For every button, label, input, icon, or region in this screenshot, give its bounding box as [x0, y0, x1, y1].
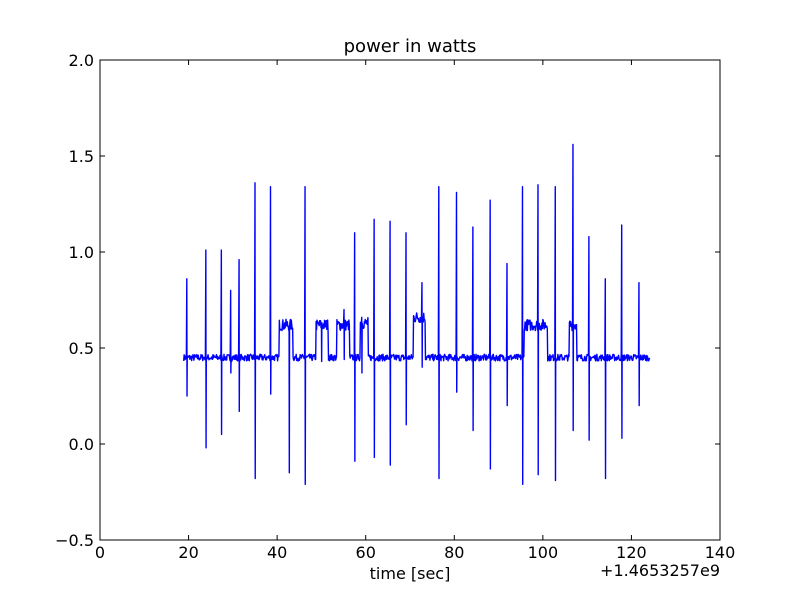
y-tick-label: 0.5 [69, 339, 94, 358]
x-axis: 0 20 40 60 80 100 120 140 [95, 60, 735, 562]
chart-title: power in watts [344, 36, 477, 57]
x-tick-label: 120 [616, 543, 647, 562]
y-tick-label: 1.5 [69, 147, 94, 166]
x-tick-label: 0 [95, 543, 105, 562]
x-tick-label: 80 [444, 543, 464, 562]
x-tick-label: 100 [528, 543, 559, 562]
x-tick-label: 40 [267, 543, 287, 562]
y-tick-label: 0.0 [69, 435, 94, 454]
x-tick-label: 60 [356, 543, 376, 562]
x-tick-label: 140 [705, 543, 736, 562]
axes-frame [99, 59, 721, 541]
x-axis-label: time [sec] [370, 564, 451, 583]
y-tick-label: −0.5 [55, 531, 94, 550]
plot-area [183, 143, 651, 486]
y-tick-label: 1.0 [69, 243, 94, 262]
y-axis: −0.5 0.0 0.5 1.0 1.5 2.0 [55, 51, 720, 550]
x-axis-offset-label: +1.4653257e9 [600, 561, 720, 580]
x-tick-label: 20 [178, 543, 198, 562]
y-tick-label: 2.0 [69, 51, 94, 70]
power-series-line [183, 143, 651, 486]
